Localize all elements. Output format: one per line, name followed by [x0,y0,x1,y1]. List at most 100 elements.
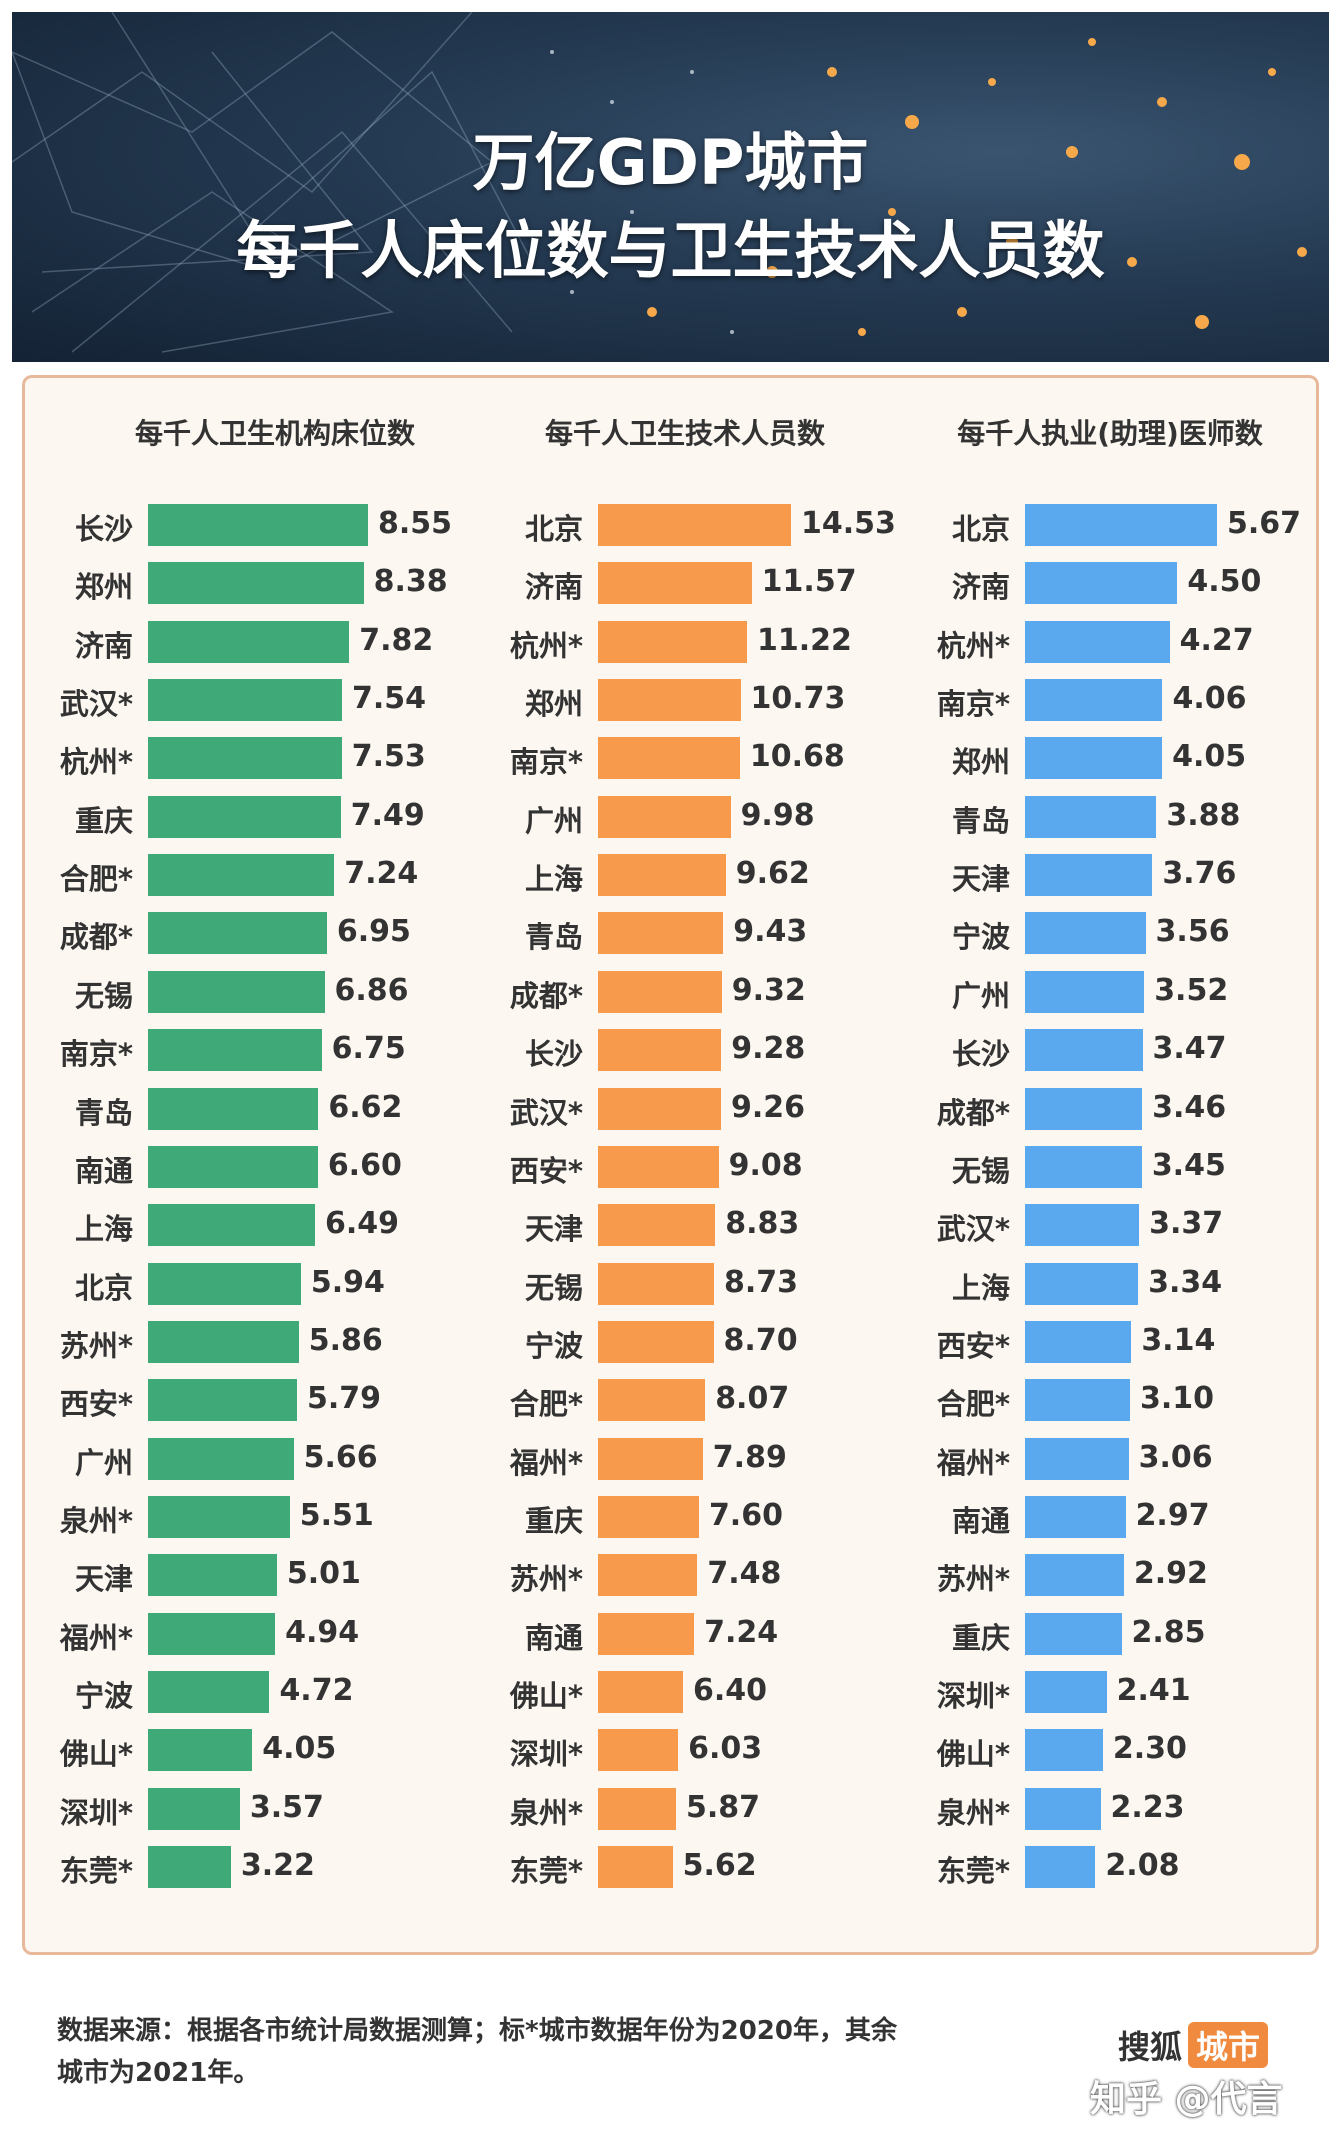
value-label: 7.53 [351,739,426,775]
category-label: 合肥* [59,862,133,897]
value-label: 4.72 [279,1673,354,1708]
bar [1025,1495,1126,1538]
bar [1025,970,1145,1013]
footnote-line1: 数据来源：根据各市统计局数据测算；标*城市数据年份为2020年，其余 [57,2016,897,2046]
category-label: 苏州* [936,1562,1010,1597]
value-label: 2.92 [1133,1556,1208,1592]
category-label: 上海 [524,862,583,897]
bar [598,504,791,546]
category-label: 北京 [951,512,1010,546]
category-label: 广州 [74,1445,133,1480]
value-label: 4.05 [1172,739,1247,775]
category-label: 南京* [509,745,583,780]
value-label: 14.53 [801,506,896,541]
category-label: 广州 [951,978,1010,1013]
bar [1025,1729,1103,1772]
bar [148,1204,315,1247]
category-label: 西安* [936,1328,1010,1363]
category-label: 福州* [936,1445,1010,1480]
value-label: 7.24 [704,1614,779,1650]
value-label: 5.94 [310,1264,385,1300]
category-label: 泉州* [59,1503,133,1538]
bar [598,912,724,955]
bar [598,737,740,780]
bar [1025,1029,1143,1072]
bar [148,1612,276,1655]
category-label: 宁波 [524,1328,583,1363]
bar [1025,504,1217,546]
category-label: 合肥* [509,1387,583,1422]
bar [148,1729,253,1772]
network-background [12,12,1307,353]
category-label: 佛山* [59,1737,133,1772]
category-label: 佛山* [509,1679,583,1713]
value-label: 3.34 [1148,1264,1223,1300]
value-label: 5.79 [306,1381,381,1417]
category-label: 济南 [951,570,1010,605]
category-label: 杭州* [59,745,133,780]
value-label: 4.06 [1172,681,1247,717]
value-label: 5.66 [303,1439,378,1475]
value-label: 9.43 [733,914,808,950]
value-label: 5.01 [286,1556,361,1592]
bar [148,1320,299,1363]
category-label: 武汉* [509,1095,583,1130]
bar [598,1379,706,1422]
category-label: 武汉* [936,1212,1010,1247]
value-label: 6.03 [688,1731,763,1767]
category-label: 青岛 [524,920,583,955]
bar [1025,1437,1129,1480]
header-banner [12,12,1329,362]
category-label: 长沙 [951,1037,1010,1072]
category-label: 南通 [74,1153,133,1188]
brand-tag: 城市 [1188,2022,1269,2068]
bar [1025,1087,1143,1130]
category-label: 广州 [524,803,583,838]
brand-name: 搜狐 [1118,2028,1183,2066]
watermark: 知乎 @代言 [1090,2079,1283,2120]
bar [148,912,327,955]
category-label: 东莞* [936,1854,1010,1889]
bar [1025,1379,1130,1422]
category-label: 郑州 [524,687,583,722]
bar [1025,1787,1101,1830]
category-label: 青岛 [74,1095,133,1130]
category-label: 福州* [59,1620,133,1655]
bar [1025,1204,1140,1247]
value-label: 3.37 [1149,1206,1224,1242]
value-label: 2.08 [1105,1848,1180,1884]
bar [148,1379,297,1422]
value-label: 9.28 [731,1031,806,1067]
value-label: 11.57 [761,564,857,600]
category-label: 天津 [74,1562,133,1597]
value-label: 3.76 [1162,856,1237,892]
value-label: 8.73 [723,1264,798,1300]
value-label: 10.68 [749,739,845,775]
value-label: 2.41 [1116,1673,1191,1708]
chart-title-line2: 每千人床位数与卫生技术人员数 [236,214,1105,287]
category-label: 东莞* [59,1854,133,1889]
value-label: 7.54 [352,681,427,717]
value-label: 4.05 [262,1731,337,1767]
bar [598,620,748,663]
bar [598,795,731,838]
bar [598,1320,714,1363]
category-label: 南京* [936,687,1010,722]
bar [1025,912,1146,955]
brand-logo: 搜狐 城市 [1118,2022,1269,2068]
category-label: 泉州* [936,1795,1010,1830]
value-label: 8.70 [723,1322,798,1358]
bar [148,1029,322,1072]
bar [1025,1320,1132,1363]
value-label: 7.60 [708,1497,783,1533]
category-label: 郑州 [951,745,1010,780]
value-label: 6.40 [693,1673,768,1708]
category-label: 济南 [524,570,583,605]
bar [598,970,722,1013]
bar [1025,1554,1124,1597]
value-label: 2.85 [1131,1614,1206,1650]
value-label: 9.26 [730,1089,806,1125]
category-label: 深圳* [59,1795,133,1830]
value-label: 5.87 [685,1789,760,1825]
value-label: 3.06 [1138,1439,1213,1475]
